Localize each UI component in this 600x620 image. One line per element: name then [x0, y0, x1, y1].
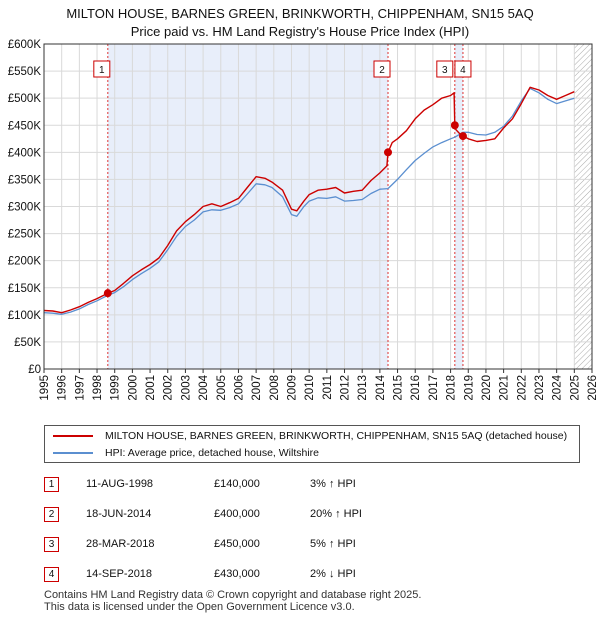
x-tick-label: 2026 — [587, 375, 599, 401]
footer-licence: This data is licensed under the Open Gov… — [44, 601, 355, 613]
transaction-date: 14-SEP-2018 — [86, 568, 153, 580]
transaction-price: £140,000 — [214, 478, 260, 490]
transaction-point — [384, 148, 393, 157]
price-chart: 1 2 3 4 £0 £50K £100K £150K £200K £250K £300K £350… — [8, 39, 599, 401]
transaction-point — [458, 132, 467, 141]
x-tick-label: 2018 — [446, 375, 458, 401]
y-tick-label: £0 — [28, 364, 41, 376]
x-tick-label: 2021 — [499, 375, 511, 401]
y-tick-label: £400K — [8, 147, 42, 159]
transaction-number: 1 — [44, 477, 59, 492]
y-tick-label: £100K — [8, 310, 42, 322]
transaction-hpi-diff: 20% ↑ HPI — [310, 508, 362, 520]
transaction-marker-label: 3 — [442, 65, 448, 76]
y-tick-label: £150K — [8, 283, 42, 295]
transaction-point — [450, 121, 459, 130]
y-tick-label: £300K — [8, 202, 42, 214]
legend-label-hpi: HPI: Average price, detached house, Wilt… — [105, 447, 320, 459]
x-tick-label: 2016 — [410, 375, 422, 401]
transaction-number: 3 — [44, 537, 59, 552]
transaction-price: £450,000 — [214, 538, 260, 550]
plot-border — [43, 43, 593, 370]
transaction-number: 2 — [44, 507, 59, 522]
x-tick-label: 1997 — [74, 375, 86, 401]
property-series-line — [43, 86, 575, 314]
x-tick-label: 2002 — [163, 375, 175, 401]
legend-item-hpi: HPI: Average price, detached house, Wilt… — [53, 445, 319, 461]
y-tick-label: £600K — [8, 39, 42, 51]
transaction-date: 18-JUN-2014 — [86, 508, 152, 520]
transaction-point — [103, 289, 112, 298]
x-tick-label: 2025 — [569, 375, 581, 401]
x-tick-label: 2023 — [534, 375, 546, 401]
y-tick-label: £550K — [8, 66, 42, 78]
chart-subtitle: Price paid vs. HM Land Registry's House … — [130, 24, 470, 39]
transaction-number: 4 — [44, 567, 59, 582]
transaction-marker-label: 1 — [99, 65, 105, 76]
x-tick-label: 2012 — [340, 375, 352, 401]
x-tick-label: 2000 — [127, 375, 139, 401]
footer-copyright: Contains HM Land Registry data © Crown c… — [44, 589, 422, 601]
x-tick-label: 2017 — [428, 375, 440, 401]
x-tick-label: 2024 — [552, 374, 564, 400]
y-tick-label: £350K — [8, 174, 42, 186]
legend-swatch-hpi — [53, 452, 93, 454]
y-tick-label: £50K — [14, 337, 41, 349]
x-tick-label: 2010 — [304, 375, 316, 401]
x-tick-label: 2001 — [145, 375, 157, 401]
x-tick-label: 2003 — [180, 375, 192, 401]
x-tick-label: 2020 — [481, 375, 493, 401]
x-tick-label: 2005 — [216, 375, 228, 401]
transaction-marker-label: 2 — [379, 65, 385, 76]
x-tick-label: 1999 — [110, 375, 122, 401]
transaction-hpi-diff: 3% ↑ HPI — [310, 478, 356, 490]
x-tick-label: 2004 — [198, 374, 210, 400]
legend-label-property: MILTON HOUSE, BARNES GREEN, BRINKWORTH, … — [105, 430, 568, 442]
transaction-price: £430,000 — [214, 568, 260, 580]
x-tick-label: 1996 — [57, 375, 69, 401]
transaction-marker-box — [436, 60, 454, 78]
transaction-hpi-diff: 2% ↓ HPI — [310, 568, 356, 580]
hpi-series-line — [43, 87, 575, 315]
x-tick-label: 2013 — [357, 375, 369, 401]
transaction-marker-box — [93, 60, 111, 78]
chart-title: MILTON HOUSE, BARNES GREEN, BRINKWORTH, … — [66, 6, 534, 21]
x-tick-label: 2008 — [269, 375, 281, 401]
transaction-marker-box — [454, 60, 472, 78]
transaction-marker-box — [373, 60, 391, 78]
legend: MILTON HOUSE, BARNES GREEN, BRINKWORTH, … — [44, 425, 580, 463]
transaction-date: 28-MAR-2018 — [86, 538, 155, 550]
y-tick-label: £500K — [8, 93, 42, 105]
x-tick-label: 1995 — [39, 375, 51, 401]
x-tick-label: 2011 — [322, 375, 334, 400]
transaction-price: £400,000 — [214, 508, 260, 520]
transaction-date: 11-AUG-1998 — [86, 478, 154, 490]
x-tick-label: 1998 — [92, 375, 104, 401]
x-tick-label: 2019 — [463, 375, 475, 401]
transaction-hpi-diff: 5% ↑ HPI — [310, 538, 356, 550]
x-tick-label: 2007 — [251, 375, 263, 401]
legend-swatch-property — [53, 435, 93, 437]
y-tick-label: £250K — [8, 229, 42, 241]
legend-item-property: MILTON HOUSE, BARNES GREEN, BRINKWORTH, … — [53, 428, 567, 444]
x-tick-label: 2015 — [393, 375, 405, 401]
x-tick-label: 2006 — [233, 375, 245, 401]
x-tick-label: 2014 — [375, 374, 387, 400]
y-tick-label: £450K — [8, 120, 42, 132]
y-tick-label: £200K — [8, 256, 42, 268]
x-tick-label: 2009 — [286, 375, 298, 401]
transaction-marker-label: 4 — [460, 65, 466, 76]
x-tick-label: 2022 — [516, 375, 528, 401]
